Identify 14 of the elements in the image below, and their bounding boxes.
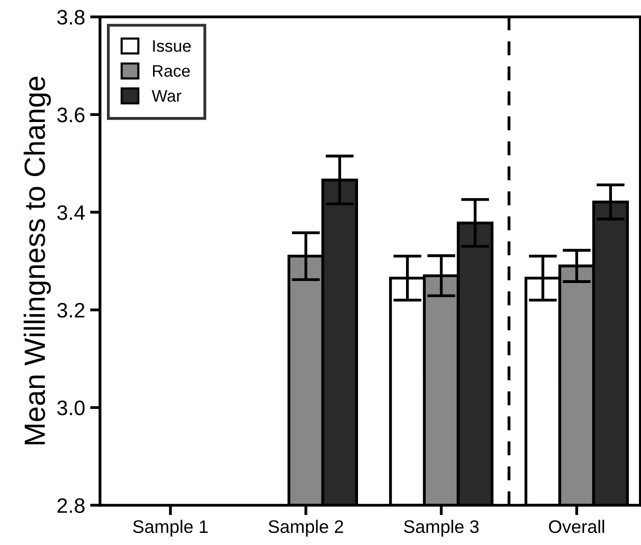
x-tick-label: Sample 2 [268, 520, 344, 537]
y-tick-label: 3.0 [57, 400, 85, 416]
y-tick-label: 2.8 [58, 498, 85, 513]
y-tick-label: 3.4 [57, 205, 85, 220]
legend-label: Race [153, 65, 190, 77]
y-tick-label: 3.8 [57, 10, 85, 25]
x-tick-label: Sample 1 [133, 520, 208, 537]
x-tick-label: Overall [548, 520, 604, 534]
y-tick-label: 3.6 [57, 108, 84, 122]
y-axis-title: Mean Willingness to Change [24, 76, 51, 444]
x-tick-label: Sample 3 [404, 520, 479, 537]
legend-label: War [152, 90, 182, 102]
y-tick-label: 3.2 [57, 302, 84, 318]
legend-label: Issue [153, 40, 191, 52]
